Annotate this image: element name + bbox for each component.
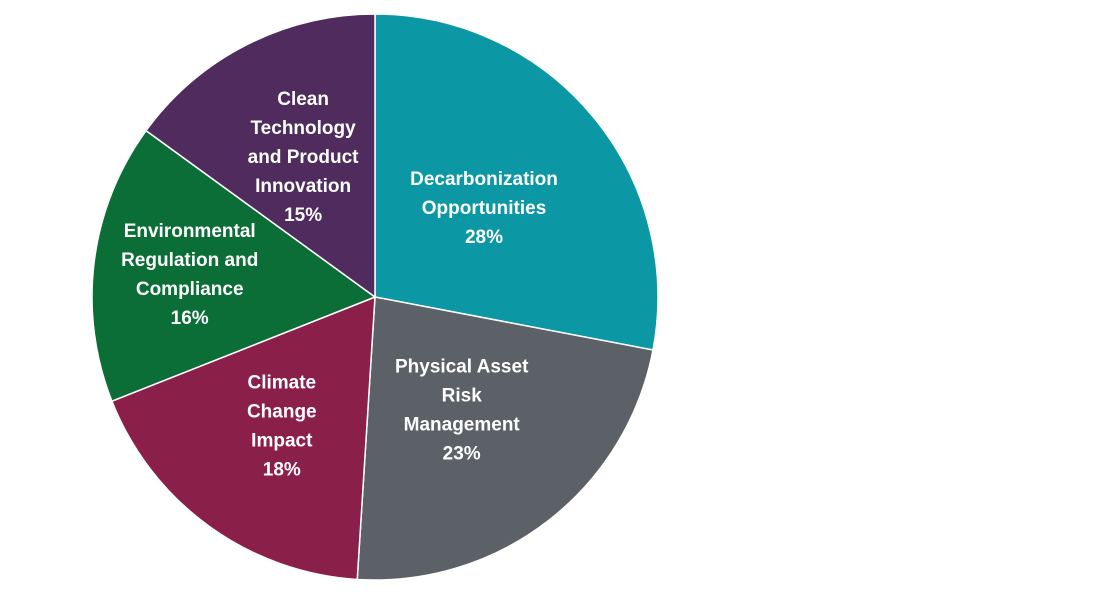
slice-label-environmental-regulation-and-compliance: Environmental Regulation and Compliance 16% [121, 221, 258, 329]
slice-value-label: 15% [284, 205, 322, 226]
slice-value-label: 23% [443, 443, 481, 464]
slice-name-line: Environmental [124, 221, 256, 242]
pie-slice-clean-technology-and-product-innovation [145, 13, 376, 299]
slice-name-line: Impact [251, 431, 313, 452]
slice-name-line: Compliance [136, 279, 244, 300]
slice-label-physical-asset-risk-management: Physical Asset Risk Management 23% [395, 356, 529, 464]
slice-label-decarbonization-opportunities: Decarbonization Opportunities 28% [410, 169, 558, 248]
pie-slice-environmental-regulation-and-compliance [91, 129, 377, 403]
slice-name-line: Decarbonization [410, 169, 558, 190]
slice-name-line: Physical Asset [395, 356, 529, 377]
pie-slice-climate-change-impact [110, 295, 376, 581]
slice-name-line: Regulation and [121, 250, 258, 271]
slice-label-clean-technology-and-product-innovation: Clean Technology and Product Innovation 15% [248, 89, 360, 226]
slice-name-line: Climate [247, 373, 316, 394]
pie-slice-decarbonization-opportunities [374, 13, 659, 351]
slice-name-line: Risk [442, 385, 483, 406]
slice-label-climate-change-impact: Climate Change Impact 18% [247, 373, 317, 481]
slice-name-line: Technology [250, 118, 356, 139]
slice-value-label: 18% [263, 460, 301, 481]
slice-value-label: 16% [171, 308, 209, 329]
slice-name-line: Innovation [255, 176, 351, 197]
slice-name-line: Management [404, 414, 521, 435]
slice-name-line: Opportunities [422, 198, 547, 219]
pie-slice-physical-asset-risk-management [356, 296, 654, 581]
slice-value-label: 28% [465, 227, 503, 248]
slice-name-line: Change [247, 402, 317, 423]
slice-name-line: and Product [248, 147, 360, 168]
slice-name-line: Clean [277, 89, 329, 110]
